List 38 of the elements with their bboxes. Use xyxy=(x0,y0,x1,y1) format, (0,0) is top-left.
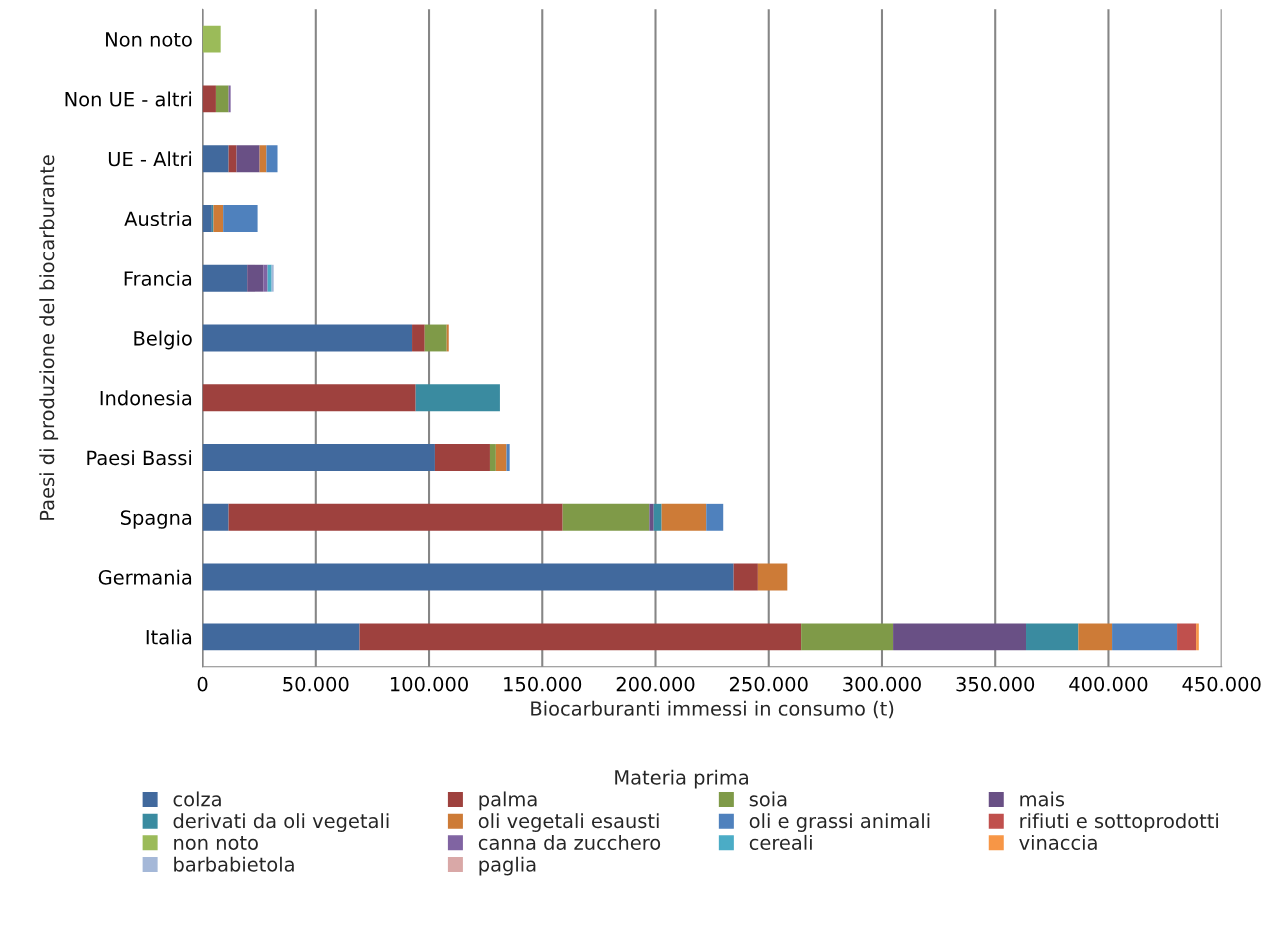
legend-label: vinaccia xyxy=(1019,834,1097,850)
legend-label: canna da zucchero xyxy=(478,834,661,850)
x-tick-label: 250.000 xyxy=(729,676,808,692)
x-tick-label: 100.000 xyxy=(390,676,468,692)
x-tick-label: 0 xyxy=(197,676,208,692)
y-axis-title: Paesi di produzione del biocarburante xyxy=(39,155,59,520)
x-tick-label: 200.000 xyxy=(616,676,695,692)
legend-label: palma xyxy=(479,791,537,811)
y-tick-label: Austria xyxy=(124,211,192,227)
legend-label: rifiuti e sottoprodotti xyxy=(1020,813,1218,832)
y-tick-label: Indonesia xyxy=(100,390,192,406)
legend-label: paglia xyxy=(479,856,536,876)
y-tick-label: Non noto xyxy=(106,32,192,47)
legend-label: cereali xyxy=(749,834,812,850)
y-tick-label: Spagna xyxy=(120,510,192,529)
legend-label: soia xyxy=(749,791,787,807)
x-axis-title: Biocarburanti immessi in consumo (t) xyxy=(531,700,894,719)
x-tick-label: 300.000 xyxy=(843,676,921,692)
x-tick-label: 350.000 xyxy=(956,676,1035,692)
y-tick-label: Non UE - altri xyxy=(65,91,192,107)
x-tick-label: 400.000 xyxy=(1069,676,1148,692)
legend-label: oli vegetali esausti xyxy=(478,813,659,832)
y-tick-label: Germania xyxy=(98,569,192,585)
x-tick-label: 50.000 xyxy=(283,676,349,692)
y-tick-label: UE - Altri xyxy=(108,151,192,167)
legend-label: oli e grassi animali xyxy=(749,813,930,832)
y-tick-label: Italia xyxy=(146,629,192,645)
x-tick-label: 150.000 xyxy=(504,676,582,692)
x-tick-label: 450.000 xyxy=(1182,676,1261,692)
legend-label: non noto xyxy=(174,836,258,850)
y-tick-label: Belgio xyxy=(134,330,192,350)
legend-label: derivati da oli vegetali xyxy=(173,813,389,832)
y-tick-label: Paesi Bassi xyxy=(87,450,192,466)
legend-title: Materia prima xyxy=(615,769,748,789)
y-tick-label: Francia xyxy=(124,270,192,286)
legend-label: mais xyxy=(1020,791,1065,807)
legend-label: barbabietola xyxy=(174,856,294,872)
legend-label: colza xyxy=(173,791,221,807)
